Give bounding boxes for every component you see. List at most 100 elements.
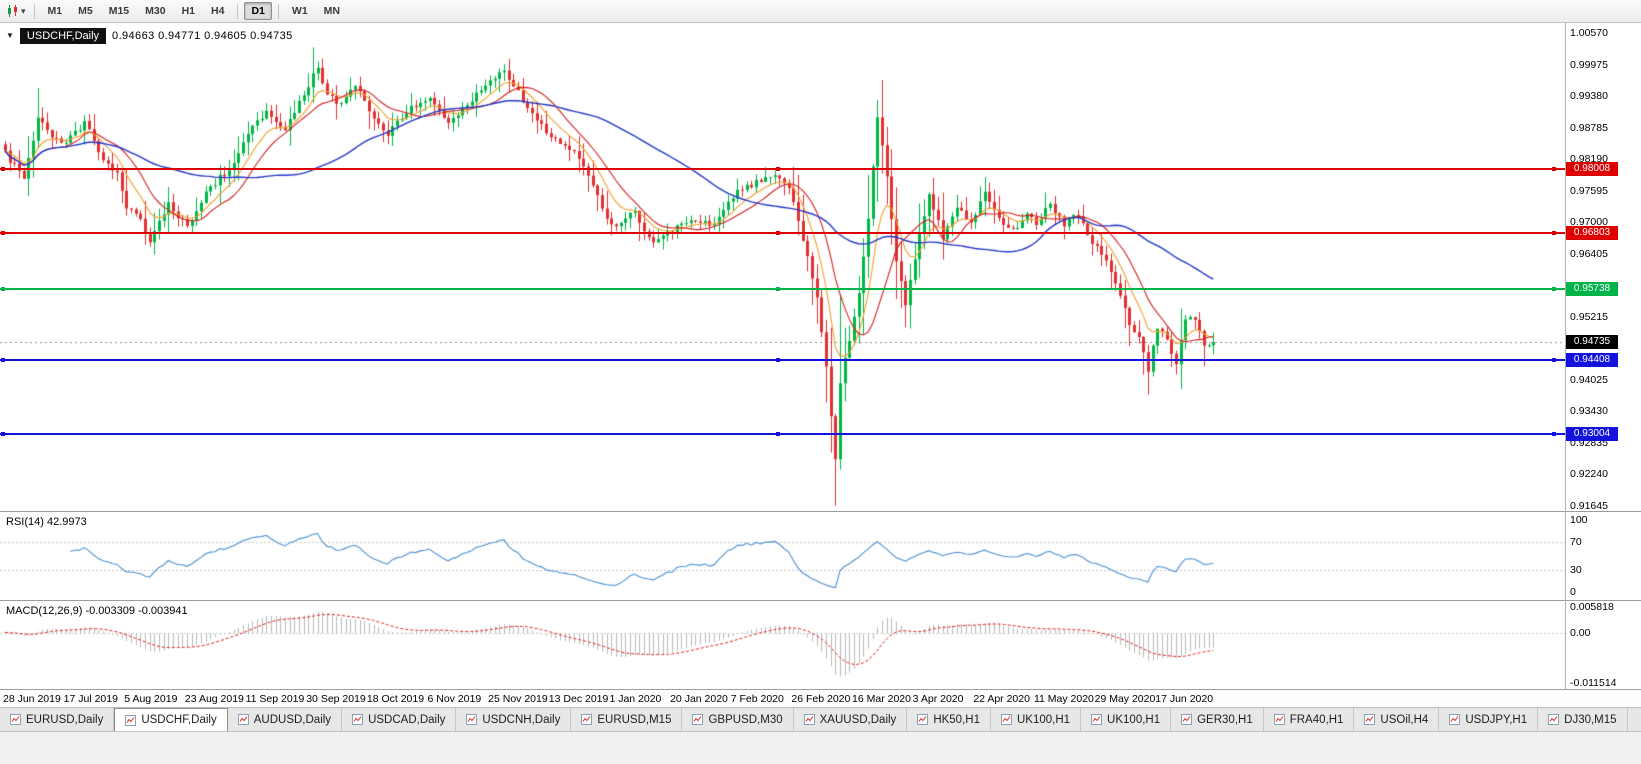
price-axis-label: 0.96405	[1570, 247, 1608, 260]
timeframe-button-m5[interactable]: M5	[78, 5, 93, 17]
level-handle[interactable]	[1552, 357, 1556, 362]
level-handle[interactable]	[1552, 287, 1556, 292]
tab-label: GER30,H1	[1197, 713, 1253, 726]
level-handle[interactable]	[776, 357, 780, 362]
level-handle[interactable]	[1552, 166, 1556, 171]
chart-tab-usdjpy-h1[interactable]: USDJPY,H1	[1439, 708, 1539, 731]
chart-marker-icon: ▼	[6, 31, 14, 40]
tab-label: HK50,H1	[933, 713, 980, 726]
chart-tab-usdcnh-daily[interactable]: USDCNH,Daily	[456, 708, 572, 731]
price-axis-label: 0.95215	[1570, 310, 1608, 323]
chart-tab-xauusd-daily[interactable]: XAUUSD,Daily	[793, 708, 908, 731]
tab-chart-icon	[692, 714, 704, 725]
level-handle[interactable]	[1, 230, 5, 235]
rsi-panel: RSI(14) 42.9973 100 70 30 0	[0, 512, 1641, 601]
tab-chart-icon	[10, 714, 21, 725]
toolbar-separator	[277, 3, 279, 19]
tab-label: EURUSD,M15	[597, 713, 672, 726]
level-handle[interactable]	[776, 431, 780, 436]
chart-tab-eurusd-daily[interactable]: EURUSD,Daily	[0, 708, 115, 731]
chart-tab-dj30-m15[interactable]: DJ30,M15	[1538, 708, 1628, 731]
horizontal-level-line[interactable]	[0, 230, 1565, 235]
timeframe-button-h1[interactable]: H1	[181, 5, 196, 17]
level-handle[interactable]	[1, 287, 5, 292]
tab-label: USOil,H4	[1380, 713, 1429, 726]
timeframe-button-mn[interactable]: MN	[323, 5, 340, 17]
level-price-badge: 0.95738	[1566, 282, 1618, 297]
date-axis-label: 28 Jun 2019	[3, 693, 61, 705]
date-axis-label: 11 Sep 2019	[245, 693, 305, 705]
date-axis: 28 Jun 2019 17 Jul 2019 5 Aug 2019 23 Aug 2…	[0, 690, 1641, 708]
price-axis-label: 0.98785	[1570, 121, 1608, 134]
tab-label: USDCNH,Daily	[482, 713, 561, 726]
candlestick-chart-glyph	[8, 5, 17, 17]
timeframe-button-m15[interactable]: M15	[108, 5, 130, 17]
chart-tab-uk100-h1[interactable]: UK100,H1	[990, 708, 1082, 731]
chart-tab-uk100-h1[interactable]: UK100,H1	[1081, 708, 1172, 731]
date-axis-label: 13 Dec 2019	[548, 693, 609, 705]
timeframe-button-h4[interactable]: H4	[211, 5, 225, 17]
tab-chart-icon	[1000, 714, 1012, 725]
chart-tab-usdchf-daily[interactable]: USDCHF,Daily	[114, 708, 228, 731]
chart-tab-hk50-h1[interactable]: HK50,H1	[907, 708, 991, 731]
horizontal-level-line[interactable]	[0, 431, 1565, 436]
chart-tab-audusd-daily[interactable]: AUDUSD,Daily	[227, 708, 343, 731]
level-handle[interactable]	[1, 166, 5, 171]
chart-tab-ger30-h1[interactable]: GER30,H1	[1171, 708, 1264, 731]
current-price-badge: 0.94735	[1566, 335, 1618, 350]
price-axis-label: 0.97000	[1570, 216, 1608, 229]
tab-chart-icon	[803, 714, 815, 725]
horizontal-level-line[interactable]	[0, 357, 1565, 362]
chart-tab-eurusd-m15[interactable]: EURUSD,M15	[571, 708, 683, 731]
rsi-axis-label: 0	[1570, 586, 1576, 598]
timeframe-button-m1[interactable]: M1	[47, 5, 63, 17]
date-axis-label: 18 Oct 2019	[366, 693, 425, 705]
level-handle[interactable]	[1, 431, 5, 436]
date-axis-label: 11 May 2020	[1033, 693, 1094, 705]
macd-axis-label: 0.00	[1570, 626, 1591, 639]
tab-label: DJ30,M15	[1564, 713, 1617, 726]
rsi-canvas[interactable]	[0, 512, 1565, 600]
level-handle[interactable]	[1552, 230, 1556, 235]
chart-tab-gbpusd-m30[interactable]: GBPUSD,M30	[682, 708, 794, 731]
chart-tab-usoil-h4[interactable]: USOil,H4	[1354, 708, 1440, 731]
timeframe-button-w1[interactable]: W1	[291, 5, 308, 17]
tab-chart-icon	[1364, 714, 1376, 725]
level-handle[interactable]	[1, 357, 5, 362]
date-axis-label: 16 Mar 2020	[852, 693, 911, 705]
main-chart-canvas[interactable]	[0, 23, 1565, 511]
tab-chart-icon	[1181, 714, 1193, 725]
level-handle[interactable]	[776, 287, 780, 292]
level-handle[interactable]	[1552, 431, 1556, 436]
horizontal-level-line[interactable]	[0, 166, 1565, 171]
tab-label: FRA40,H1	[1289, 713, 1344, 726]
macd-canvas[interactable]	[0, 601, 1565, 689]
tab-chart-icon	[352, 714, 364, 725]
price-axis-label: 1.00570	[1570, 27, 1608, 39]
price-axis-label: 0.92240	[1570, 468, 1608, 481]
date-axis-label: 17 Jul 2019	[63, 693, 118, 705]
date-axis-label: 22 Apr 2020	[973, 693, 1030, 705]
tab-label: EURUSD,Daily	[26, 713, 104, 726]
date-axis-label: 30 Sep 2019	[306, 693, 366, 705]
price-axis-label: 0.91645	[1570, 500, 1608, 512]
date-axis-label: 17 Jun 2020	[1155, 693, 1214, 705]
timeframe-button-m30[interactable]: M30	[145, 5, 166, 17]
candlestick-chart-icon[interactable]	[5, 4, 20, 18]
dropdown-caret-icon[interactable]: ▾	[21, 5, 26, 16]
timeframe-button-d1[interactable]: D1	[244, 2, 272, 20]
timeframe-buttons: M1 M5 M15 M30 H1 H4 D1 W1 MN	[40, 2, 348, 20]
tab-chart-icon	[466, 714, 478, 725]
tab-chart-icon	[917, 714, 929, 725]
level-price-badge: 0.93004	[1566, 426, 1618, 441]
chart-tab-usdcad-daily[interactable]: USDCAD,Daily	[342, 708, 457, 731]
level-handle[interactable]	[776, 230, 780, 235]
horizontal-level-line[interactable]	[0, 287, 1565, 292]
date-axis-label: 3 Apr 2020	[912, 693, 964, 705]
toolbar-separator	[237, 3, 239, 19]
tab-label: USDJPY,H1	[1465, 713, 1528, 726]
price-axis-label: 0.94025	[1570, 373, 1608, 386]
level-handle[interactable]	[776, 166, 780, 171]
chart-tab-fra40-h1[interactable]: FRA40,H1	[1263, 708, 1355, 731]
